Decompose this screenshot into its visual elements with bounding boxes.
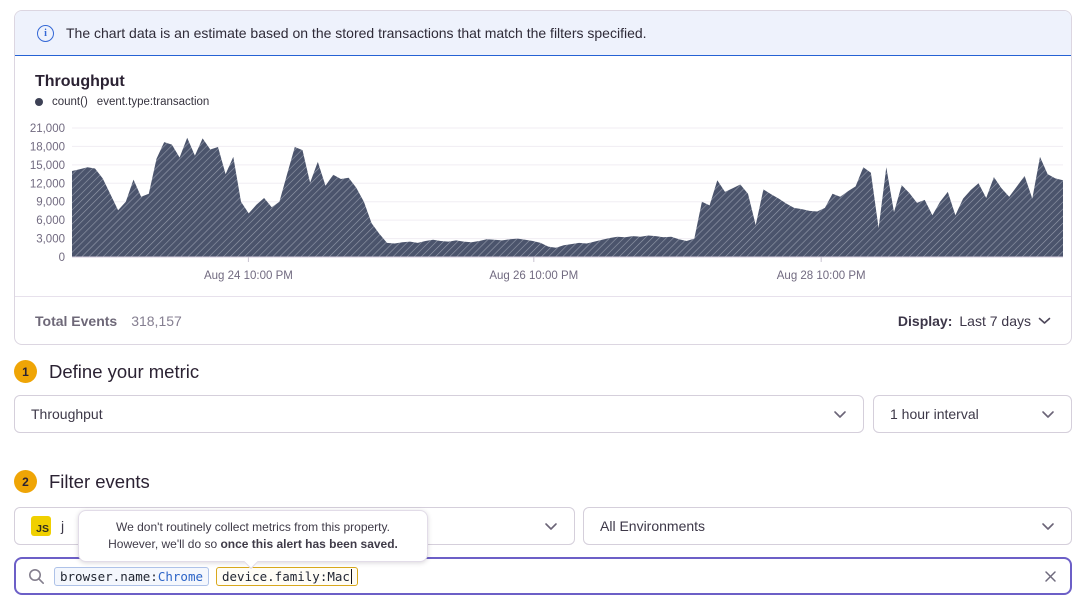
svg-text:0: 0 [59, 252, 65, 264]
legend-query-label: event.type:transaction [96, 96, 210, 108]
total-events-label: Total Events [35, 312, 118, 329]
step-2-badge: 2 [14, 470, 37, 493]
interval-select[interactable]: 1 hour interval [873, 395, 1072, 433]
svg-text:12,000: 12,000 [30, 178, 65, 190]
text-cursor [350, 568, 353, 584]
chevron-down-icon [544, 522, 558, 531]
tooltip-line-1: We don't routinely collect metrics from … [116, 520, 390, 534]
metric-select-value: Throughput [31, 406, 103, 422]
svg-text:9,000: 9,000 [36, 197, 65, 209]
svg-text:15,000: 15,000 [30, 160, 65, 172]
section-1-title: Define your metric [49, 360, 200, 382]
chart-legend: count() event.type:transaction [35, 96, 209, 108]
svg-text:Aug 26 10:00 PM: Aug 26 10:00 PM [489, 270, 578, 282]
search-icon [29, 568, 44, 584]
environment-select-value: All Environments [600, 518, 706, 534]
svg-text:Aug 28 10:00 PM: Aug 28 10:00 PM [777, 270, 866, 282]
display-label: Display: [897, 312, 953, 329]
chevron-down-icon [833, 410, 847, 419]
section-2-title: Filter events [49, 470, 150, 492]
clear-search-button[interactable] [1043, 569, 1058, 584]
project-select-value: j [61, 518, 65, 534]
display-range-button[interactable]: Display: Last 7 days [898, 313, 1051, 329]
svg-text:3,000: 3,000 [36, 234, 65, 246]
close-icon [1045, 570, 1056, 582]
info-banner-text: The chart data is an estimate based on t… [66, 25, 647, 41]
chart-header: Throughput count() event.type:transactio… [35, 73, 209, 108]
search-token-browser-name[interactable]: browser.name: Chrome [54, 566, 209, 586]
interval-select-value: 1 hour interval [890, 406, 979, 422]
legend-series-label: count() [52, 96, 88, 108]
section-filter-events: 2 Filter events [14, 470, 150, 493]
svg-text:Aug 24 10:00 PM: Aug 24 10:00 PM [204, 270, 293, 282]
svg-text:21,000: 21,000 [30, 123, 65, 135]
search-token-list: browser.name: Chrome device.family: Mac [54, 566, 359, 586]
search-token-device-family[interactable]: device.family: Mac [216, 566, 359, 586]
legend-dot-icon [35, 98, 43, 106]
svg-text:18,000: 18,000 [30, 141, 65, 153]
chevron-down-icon [1041, 522, 1055, 531]
tooltip-line-2: However, we'll do so once this alert has… [108, 537, 398, 551]
chevron-down-icon [1038, 317, 1051, 324]
chevron-down-icon [1041, 410, 1055, 419]
step-1-badge: 1 [14, 360, 37, 383]
metric-collection-tooltip: We don't routinely collect metrics from … [78, 510, 428, 570]
environment-select[interactable]: All Environments [583, 507, 1072, 545]
display-value: Last 7 days [959, 312, 1031, 329]
chart-panel: i The chart data is an estimate based on… [14, 10, 1072, 345]
section-define-metric: 1 Define your metric [14, 360, 199, 383]
metric-select[interactable]: Throughput [14, 395, 864, 433]
javascript-platform-icon: JS [31, 516, 51, 536]
info-banner: i The chart data is an estimate based on… [15, 11, 1071, 56]
svg-text:6,000: 6,000 [36, 215, 65, 227]
chart-title: Throughput [35, 73, 125, 90]
chart-footer: Total Events 318,157 Display: Last 7 day… [15, 296, 1071, 344]
throughput-area-chart: 21,000 18,000 15,000 12,000 9,000 6,000 3,000 0… [30, 123, 1063, 282]
filter-search-input[interactable]: browser.name: Chrome device.family: Mac [14, 557, 1072, 595]
total-events-value: 318,157 [131, 312, 182, 329]
info-icon: i [37, 24, 54, 42]
